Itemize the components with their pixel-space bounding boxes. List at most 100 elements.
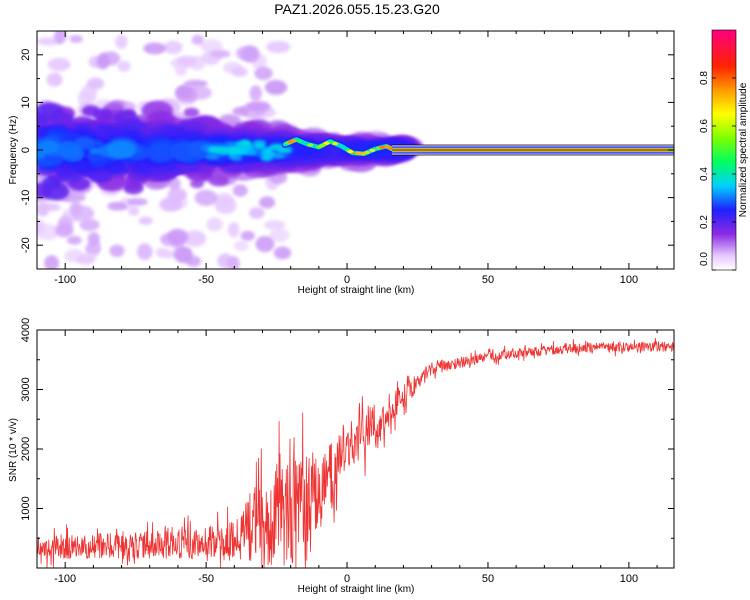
x-tick-label: -100	[54, 274, 76, 286]
ridge-peak	[319, 144, 325, 148]
ridge-peak	[360, 152, 367, 156]
spectrogram-cell	[255, 235, 275, 253]
spectrogram-cell	[249, 85, 262, 102]
spectrogram-cell	[163, 40, 183, 55]
spectrogram-cell	[254, 66, 273, 81]
ridge-peak	[307, 143, 314, 147]
spectrogram-cell	[259, 196, 276, 209]
spectrogram-cell	[115, 34, 128, 50]
colorbar-tick-label: 0.6	[699, 119, 710, 133]
spectrogram-cell	[240, 230, 255, 241]
spectrogram-cell	[209, 49, 231, 59]
spectrogram-cell	[77, 89, 96, 107]
spectrogram-cell	[96, 53, 110, 70]
colorbar-tick-label: 0.4	[699, 167, 710, 181]
spectrogram-cell	[87, 77, 105, 90]
spectrogram-cell	[137, 243, 153, 260]
spectrogram-cell	[109, 244, 125, 258]
spectrogram-cell	[123, 181, 144, 195]
x-tick-label: 0	[344, 573, 350, 585]
ridge-peak	[379, 145, 386, 149]
spectrogram-cell	[183, 107, 200, 118]
spectrogram-cell	[107, 201, 127, 211]
spectrogram-cell	[227, 256, 240, 269]
spectrogram-cell	[231, 67, 248, 77]
spectrogram-cell	[117, 60, 131, 72]
snr-ticks: -100 -50 0 50 100 1000 2000 3000 4000	[20, 318, 674, 585]
spectrogram-ylabel: Frequency (Hz)	[8, 116, 19, 185]
ridge-peak	[296, 139, 303, 143]
x-tick-label: 50	[482, 573, 494, 585]
x-tick-label: 0	[344, 274, 350, 286]
spectrogram-cell	[128, 206, 140, 216]
spectrogram-cell	[156, 249, 178, 259]
x-tick-label: 100	[620, 274, 638, 286]
spectrogram-cell	[176, 55, 197, 67]
snr-xlabel: Height of straight line (km)	[298, 584, 415, 595]
spectrogram-cell	[66, 235, 82, 245]
spectrogram-cells	[37, 31, 674, 269]
y-tick-label: 2000	[20, 437, 32, 461]
spectrogram-cell	[194, 189, 218, 206]
y-tick-label: -10	[20, 190, 32, 206]
spectrogram-cell	[216, 146, 230, 154]
spectrogram-cell	[37, 114, 49, 126]
spectrogram-cell	[46, 72, 63, 87]
y-tick-label: 10	[20, 96, 32, 108]
spectrogram-cell	[41, 176, 62, 189]
colorbar-label: Normalized spectral amplitude	[738, 82, 749, 217]
spectrogram-cell	[232, 184, 248, 197]
x-tick-label: -50	[198, 573, 214, 585]
y-tick-label: 0	[20, 147, 32, 153]
spectrogram-cell	[79, 218, 100, 232]
spectrogram-cell	[167, 188, 187, 202]
spectrogram-cell	[253, 142, 266, 149]
spectrogram-cell	[269, 171, 288, 184]
spectrogram-cell	[205, 154, 219, 160]
spectrogram-cell	[236, 140, 252, 147]
spectrogram-cell	[69, 35, 83, 43]
spectrogram-cell	[146, 143, 177, 163]
spectrogram-cell	[143, 42, 167, 55]
colorbar-gradient	[712, 30, 736, 270]
colorbar-ticks: 0.0 0.2 0.4 0.6 0.8	[699, 71, 736, 271]
spectrogram-cell	[126, 198, 148, 206]
spectrogram-cell	[106, 130, 121, 139]
spectrogram-cell	[44, 255, 59, 269]
spectrogram-cell	[176, 85, 192, 99]
ridge-peak	[384, 144, 391, 149]
spectrogram-cell	[70, 201, 82, 215]
spectrogram-cell	[246, 101, 271, 112]
spectrogram-cell	[232, 106, 250, 116]
colorbar-tick-label: 0.8	[699, 71, 710, 85]
snr-panel: -100 -50 0 50 100 1000 2000 3000 4000 Height of …	[8, 318, 675, 595]
y-tick-label: 20	[20, 49, 32, 61]
spectrogram-cell	[269, 227, 290, 243]
y-tick-label: 4000	[20, 318, 32, 342]
figure-title: PAZ1.2026.055.15.23.G20	[274, 1, 440, 17]
colorbar-frame	[711, 29, 737, 271]
x-tick-label: 100	[620, 573, 638, 585]
spectrogram-cell	[248, 207, 265, 219]
spectrogram-cell	[264, 220, 286, 231]
x-tick-label: 50	[482, 274, 494, 286]
spectrogram-cell	[264, 79, 288, 95]
colorbar-tick-label: 0.2	[699, 215, 710, 229]
spectrogram-cell	[214, 197, 237, 214]
spectrogram-cell	[47, 57, 71, 72]
y-tick-label: -20	[20, 237, 32, 253]
spectrogram-cell	[54, 31, 67, 44]
y-tick-label: 1000	[20, 496, 32, 520]
ridge-peak	[369, 148, 376, 152]
ridge-peak	[332, 142, 339, 146]
colorbar: 0.0 0.2 0.4 0.6 0.8 Normalized spectral ampl…	[699, 29, 749, 271]
spectrogram-xlabel: Height of straight line (km)	[298, 285, 415, 296]
ridge-peak	[323, 141, 330, 145]
spectrogram-cell	[92, 108, 114, 122]
x-tick-label: -100	[54, 573, 76, 585]
colorbar-tick-label: 0.0	[699, 252, 710, 266]
spectrogram-cell	[234, 240, 249, 251]
